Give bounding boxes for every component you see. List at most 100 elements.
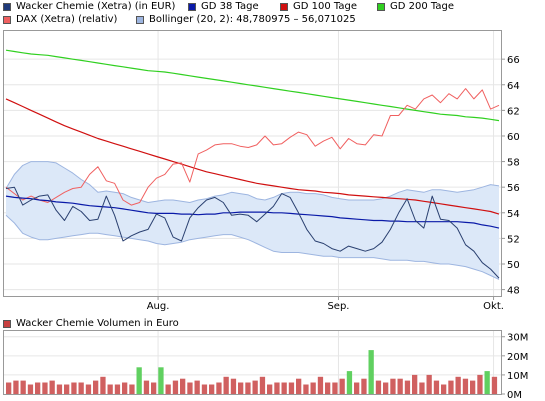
price-x-tick-label: Aug. bbox=[147, 301, 170, 312]
volume-bar bbox=[35, 382, 41, 394]
volume-bar bbox=[93, 380, 99, 394]
volume-bar bbox=[441, 384, 447, 394]
price-y-tick-label: 48 bbox=[507, 286, 520, 297]
legend-swatch-gd100 bbox=[280, 3, 288, 11]
volume-bar bbox=[136, 367, 142, 394]
volume-bar bbox=[484, 371, 490, 394]
volume-bar bbox=[187, 382, 193, 394]
volume-bar bbox=[419, 382, 425, 394]
volume-bar bbox=[20, 380, 26, 394]
legend-swatch-gd200 bbox=[377, 3, 385, 11]
volume-bar bbox=[201, 384, 208, 394]
price-y-tick-label: 54 bbox=[507, 209, 520, 220]
legend-swatch-bollinger bbox=[136, 16, 144, 24]
volume-bar bbox=[390, 378, 396, 394]
price-y-tick-label: 52 bbox=[507, 234, 520, 245]
volume-bar bbox=[491, 376, 498, 394]
volume-title-swatch bbox=[3, 320, 11, 328]
volume-bars bbox=[6, 350, 498, 394]
volume-bar bbox=[122, 382, 128, 394]
volume-bar bbox=[172, 380, 179, 394]
bollinger-band-fill bbox=[6, 161, 499, 280]
volume-bar bbox=[216, 382, 222, 394]
price-y-tick-label: 56 bbox=[507, 183, 520, 194]
volume-bar bbox=[346, 371, 353, 394]
volume-bar bbox=[281, 382, 287, 394]
volume-bar bbox=[477, 374, 483, 394]
volume-y-axis: 0M 10M 20M 30M bbox=[501, 333, 528, 401]
dax-line bbox=[5, 88, 500, 206]
volume-bar bbox=[462, 378, 469, 394]
price-y-tick-label: 50 bbox=[507, 260, 520, 271]
volume-bar bbox=[78, 382, 84, 394]
volume-bar bbox=[470, 380, 476, 394]
bollinger-band bbox=[6, 161, 499, 280]
price-x-axis: Aug. Sep. Okt. bbox=[147, 296, 504, 312]
volume-bar bbox=[455, 376, 461, 394]
legend-label-dax: DAX (Xetra) (relativ) bbox=[16, 14, 118, 25]
legend-label-gd100: GD 100 Tage bbox=[293, 1, 357, 12]
price-x-tick-label: Sep. bbox=[327, 301, 349, 312]
volume-bar bbox=[404, 380, 411, 394]
volume-bar bbox=[252, 380, 258, 394]
volume-bar bbox=[317, 376, 324, 394]
volume-bar bbox=[274, 382, 280, 394]
legend-label-bollinger: Bollinger (20, 2): 48,780975 – 56,071025 bbox=[149, 14, 356, 25]
volume-bar bbox=[397, 378, 403, 394]
chart-legend: Wacker Chemie (Xetra) (in EUR) GD 38 Tag… bbox=[0, 0, 545, 30]
volume-bar bbox=[114, 384, 121, 394]
volume-bar bbox=[259, 376, 266, 394]
price-y-tick-label: 64 bbox=[507, 81, 520, 92]
volume-bar bbox=[56, 384, 63, 394]
volume-y-tick-label: 0M bbox=[507, 390, 522, 401]
volume-bar bbox=[151, 382, 157, 394]
volume-bar bbox=[64, 384, 70, 394]
price-x-tick-label: Okt. bbox=[483, 301, 504, 312]
volume-bar bbox=[339, 378, 345, 394]
volume-bar bbox=[332, 382, 338, 394]
gd100-line bbox=[5, 98, 500, 215]
volume-bar bbox=[165, 384, 171, 394]
legend-swatch-price bbox=[3, 3, 11, 11]
volume-y-tick-label: 10M bbox=[507, 371, 528, 382]
volume-bar bbox=[448, 380, 454, 394]
volume-bar bbox=[209, 384, 215, 394]
price-y-tick-label: 62 bbox=[507, 106, 520, 117]
volume-bar bbox=[42, 382, 48, 394]
volume-bar bbox=[223, 376, 229, 394]
volume-bar bbox=[426, 374, 432, 394]
volume-bar bbox=[375, 380, 382, 394]
volume-bar bbox=[49, 380, 55, 394]
legend-swatch-gd38 bbox=[188, 3, 196, 11]
volume-bar bbox=[296, 378, 302, 394]
volume-bar bbox=[71, 382, 77, 394]
volume-bar bbox=[230, 378, 237, 394]
volume-bar bbox=[412, 374, 418, 394]
bollinger-lower-line bbox=[5, 214, 500, 280]
legend-label-gd200: GD 200 Tage bbox=[390, 1, 454, 12]
volume-y-tick-label: 20M bbox=[507, 352, 528, 363]
price-y-tick-label: 58 bbox=[507, 158, 520, 169]
volume-bar bbox=[383, 382, 389, 394]
volume-bar bbox=[310, 382, 316, 394]
volume-bar bbox=[433, 380, 440, 394]
volume-bar bbox=[238, 382, 244, 394]
price-lines bbox=[5, 49, 500, 280]
volume-bar bbox=[100, 376, 106, 394]
volume-bar bbox=[27, 384, 34, 394]
volume-bar bbox=[13, 380, 19, 394]
legend-label-price: Wacker Chemie (Xetra) (in EUR) bbox=[16, 1, 176, 12]
volume-bar bbox=[368, 350, 374, 394]
gd200-line bbox=[5, 49, 500, 122]
volume-bar bbox=[303, 384, 309, 394]
volume-bar bbox=[107, 384, 113, 394]
legend-label-gd38: GD 38 Tage bbox=[201, 1, 259, 12]
volume-bar bbox=[354, 382, 360, 394]
legend-swatch-dax bbox=[3, 16, 11, 24]
price-y-tick-label: 60 bbox=[507, 132, 520, 143]
volume-bar bbox=[267, 384, 273, 394]
volume-bar bbox=[288, 382, 295, 394]
volume-bar bbox=[194, 380, 200, 394]
volume-bar bbox=[361, 378, 367, 394]
